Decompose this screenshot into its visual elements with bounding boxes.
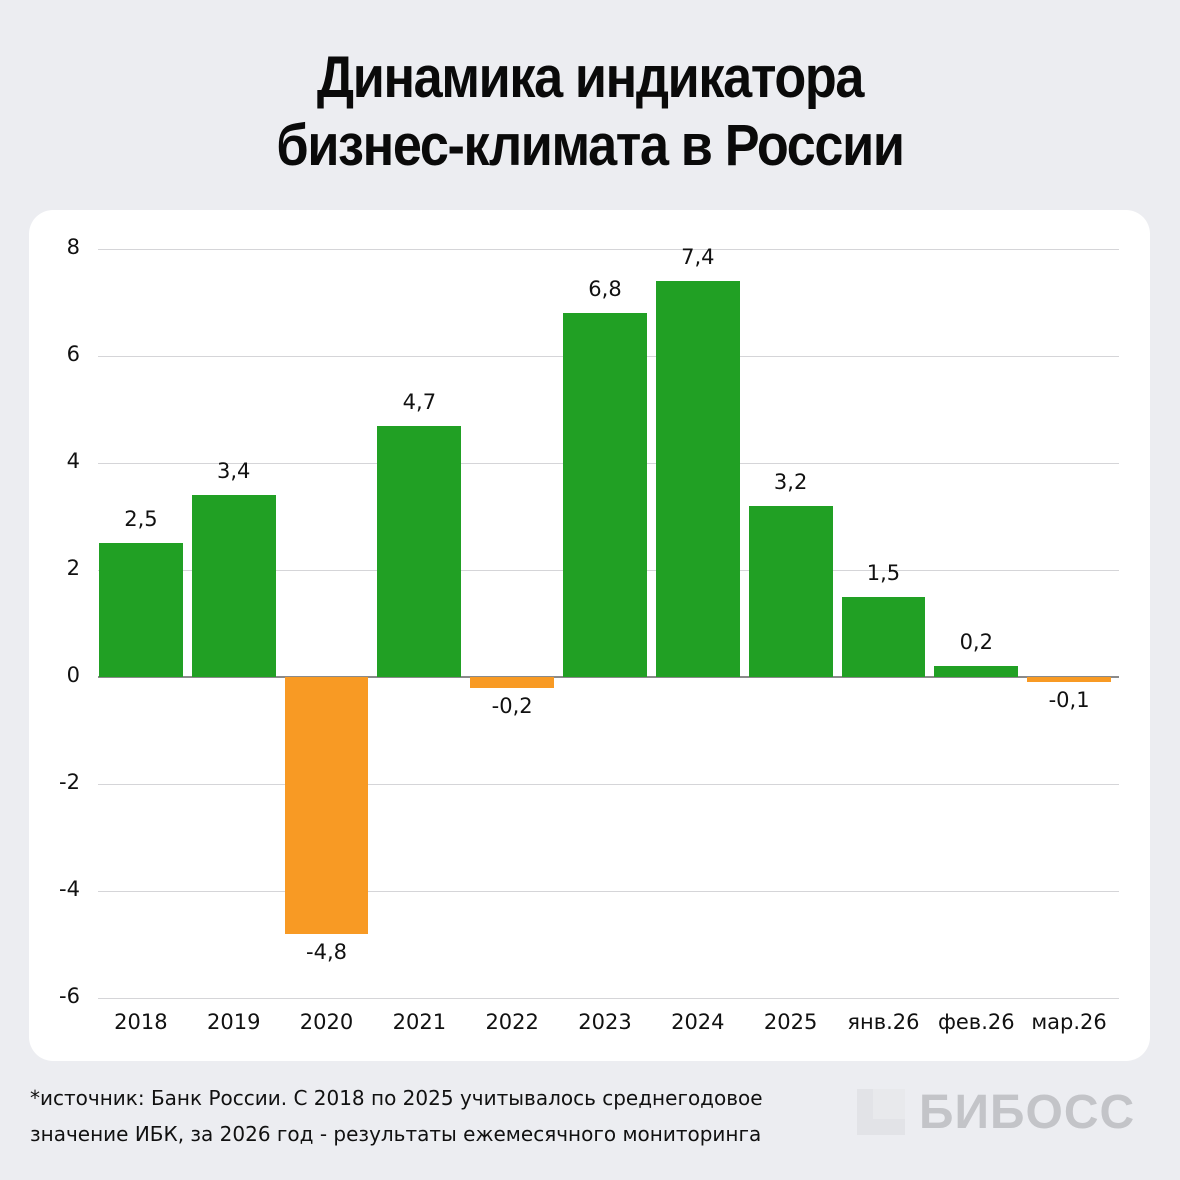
x-tick-label: 2025 [763, 1010, 818, 1034]
bar-2020 [284, 677, 369, 934]
title-line-1: Динамика индикатора [316, 45, 865, 110]
x-tick-label: 2019 [206, 1010, 261, 1034]
y-tick-label: 2 [66, 556, 80, 580]
page-title: Динамика индикатора бизнес-климата в Рос… [59, 44, 1121, 180]
value-label: 7,4 [681, 245, 715, 270]
footnote-line-1: *источник: Банк России. С 2018 по 2025 у… [30, 1086, 763, 1110]
x-tick-label: 2021 [392, 1010, 447, 1034]
value-label: -0,2 [491, 693, 533, 718]
x-tick-label: 2018 [114, 1010, 168, 1034]
brand-logo: БИБОСС [857, 1086, 1135, 1139]
x-tick-label: фев.26 [937, 1010, 1015, 1034]
value-label: 2,5 [124, 507, 158, 532]
bar-янв.26 [841, 596, 926, 677]
value-label: -4,8 [306, 939, 348, 964]
y-tick-label: -2 [59, 770, 80, 794]
bar-мар.26 [1027, 677, 1111, 683]
source-footnote: *источник: Банк России. С 2018 по 2025 у… [30, 1080, 830, 1152]
x-tick-label: янв.26 [847, 1010, 920, 1034]
bar-фев.26 [934, 666, 1019, 677]
y-tick-label: 4 [66, 449, 80, 473]
value-label: 0,2 [959, 630, 993, 655]
bar-2023 [563, 313, 647, 677]
value-label: 1,5 [866, 560, 901, 585]
logo-square-icon [857, 1089, 905, 1135]
title-line-2: бизнес-климата в России [276, 113, 904, 178]
x-tick-label: 2022 [485, 1010, 539, 1034]
gridline [98, 891, 1119, 892]
logo-text: БИБОСС [919, 1085, 1136, 1139]
y-tick-label: -6 [59, 984, 80, 1008]
zero-axis-line [98, 676, 1119, 678]
y-tick-label: -4 [59, 877, 80, 901]
bar-2024 [655, 281, 740, 677]
value-label: 3,4 [217, 459, 251, 484]
bar-2022 [470, 677, 555, 688]
y-tick-label: 0 [66, 663, 80, 687]
value-label: 4,7 [402, 389, 437, 414]
x-tick-label: 2023 [578, 1010, 632, 1034]
gridline [98, 784, 1119, 785]
x-tick-label: мар.26 [1031, 1010, 1107, 1034]
value-label: -0,1 [1048, 688, 1090, 713]
footnote-line-2: значение ИБК, за 2026 год - результаты е… [30, 1122, 762, 1146]
bar-2019 [191, 495, 276, 677]
x-tick-label: 2024 [671, 1010, 725, 1034]
gridline [98, 249, 1119, 250]
bar-2025 [748, 505, 833, 677]
x-tick-label: 2020 [299, 1010, 354, 1034]
bar-2021 [377, 425, 462, 677]
value-label: 6,8 [588, 277, 622, 302]
y-tick-label: 6 [66, 342, 80, 366]
bar-2018 [99, 543, 183, 677]
y-tick-label: 8 [66, 235, 80, 259]
gridline [98, 998, 1119, 999]
value-label: 3,2 [773, 469, 808, 494]
